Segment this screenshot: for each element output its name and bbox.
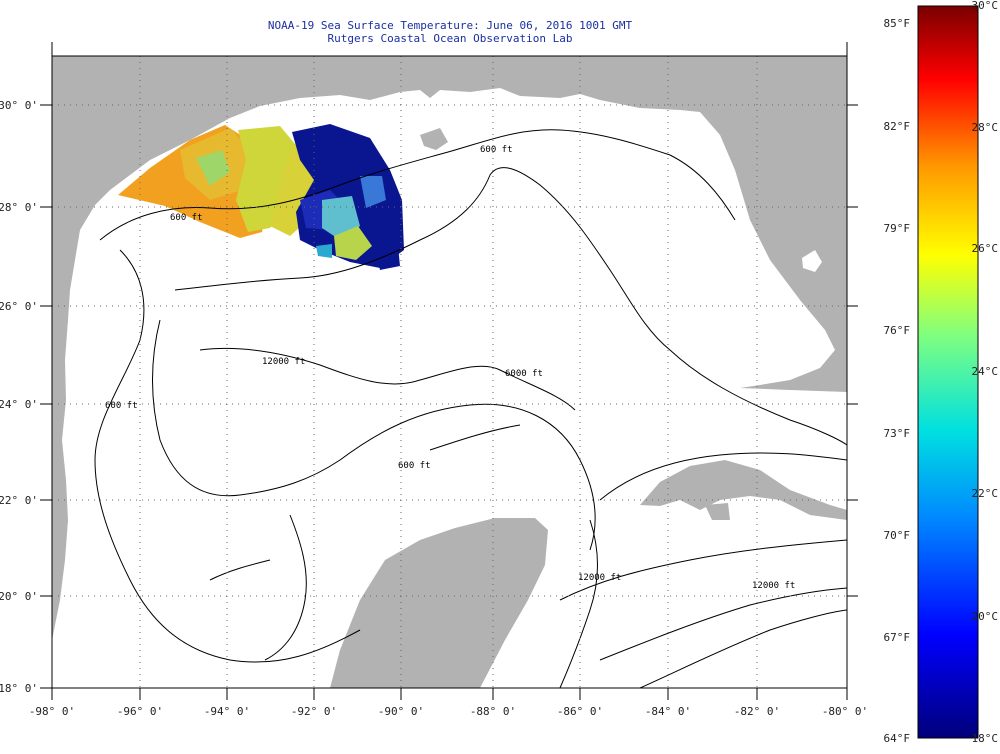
isobath-label: 600 ft [480,145,513,155]
lon-label: -94° 0' [204,705,250,718]
colorbar-c-label: 20°C [972,610,999,623]
lon-label: -90° 0' [378,705,424,718]
caribbean-water [560,470,847,688]
isobath-label: 12000 ft [578,573,621,583]
lat-label: 22° 0' [0,494,38,507]
lon-label: -88° 0' [470,705,516,718]
lat-label: 26° 0' [0,300,38,313]
isobath-label: 12000 ft [752,581,795,591]
map-border [51,55,848,689]
lon-label: -86° 0' [557,705,603,718]
lon-label: -98° 0' [29,705,75,718]
colorbar-f-label: 73°F [884,427,911,440]
colorbar-f-label: 82°F [884,120,911,133]
lon-label: -80° 0' [822,705,868,718]
graticule [52,56,847,688]
isobath-label: 600 ft [105,401,138,411]
map-area: 600 ft 600 ft 600 ft 12000 ft 6000 ft 60… [52,56,847,688]
isobath-label: 600 ft [170,213,203,223]
lon-label: -84° 0' [645,705,691,718]
colorbar-c-label: 24°C [972,365,999,378]
lat-label: 20° 0' [0,590,38,603]
colorbar-c-label: 30°C [972,0,999,12]
chart-title: NOAA-19 Sea Surface Temperature: June 06… [267,19,633,32]
isobath-label: 600 ft [398,461,431,471]
lon-label: -96° 0' [117,705,163,718]
colorbar-c-label: 22°C [972,487,999,500]
cuba-land [640,460,847,520]
colorbar-f-label: 70°F [884,529,911,542]
colorbar-f-label: 67°F [884,631,911,644]
isobath-contours [94,129,847,688]
lake-okeechobee [802,250,822,272]
colorbar-c-label: 18°C [972,732,999,745]
colorbar-f-label: 79°F [884,222,911,235]
colorbar-f-label: 76°F [884,324,911,337]
colorbar-f-label: 64°F [884,732,911,745]
lat-label: 18° 0' [0,682,38,695]
colorbar-c-label: 28°C [972,121,999,134]
isobath-label: 6000 ft [505,369,543,379]
colorbar-c-label: 26°C [972,242,999,255]
axis-ticks [40,42,858,700]
isobath-label: 12000 ft [262,357,305,367]
lat-label: 30° 0' [0,99,38,112]
colorbar-f-label: 85°F [884,17,911,30]
lat-label: 24° 0' [0,398,38,411]
lon-label: -82° 0' [734,705,780,718]
lon-label: -92° 0' [291,705,337,718]
lat-label: 28° 0' [0,201,38,214]
chart-subtitle: Rutgers Coastal Ocean Observation Lab [327,32,573,45]
sst-swath [118,124,404,270]
colorbar [917,5,979,739]
